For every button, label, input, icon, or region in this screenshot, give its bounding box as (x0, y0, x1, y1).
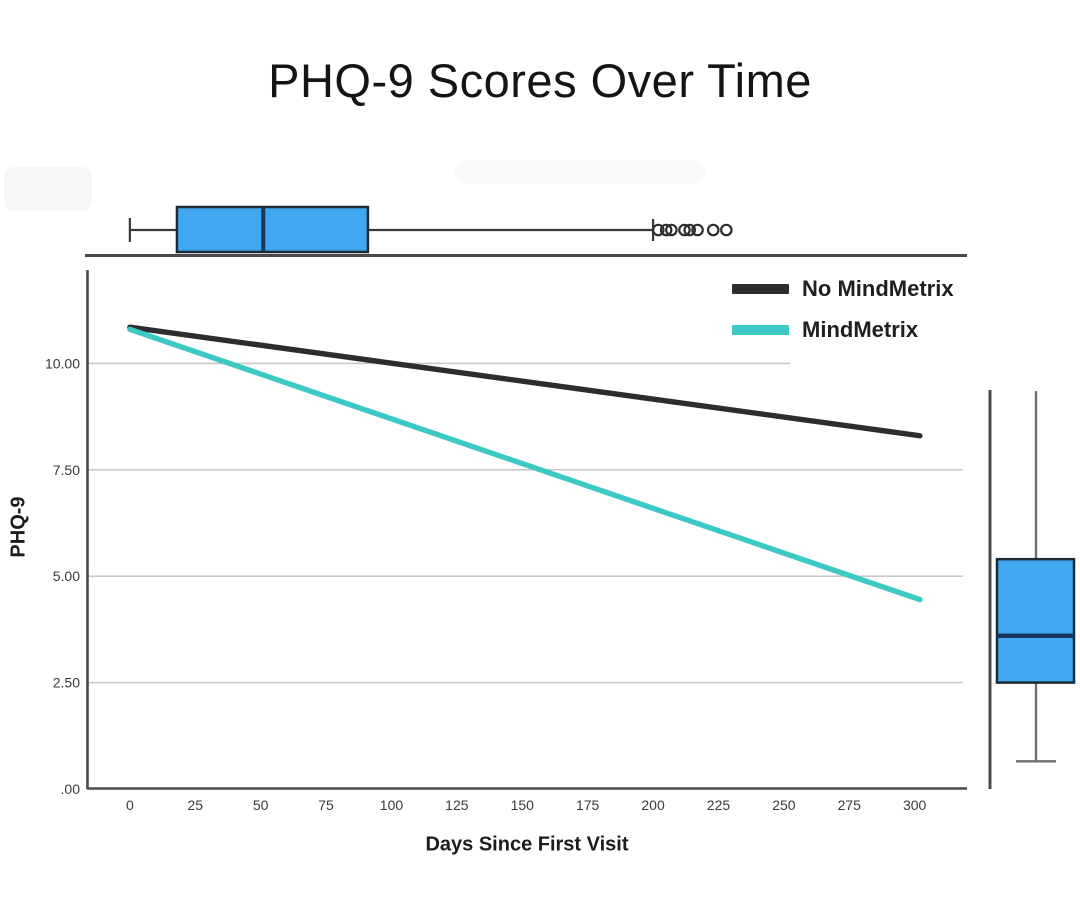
x-tick-label: 125 (445, 797, 469, 813)
top-boxplot-outlier (691, 223, 704, 237)
top-boxplot-outlier (720, 223, 733, 237)
trend-line-no-mindmetrix (127, 324, 923, 439)
legend-swatch-no-mindmetrix (732, 284, 789, 294)
x-tick-label: 225 (707, 797, 731, 813)
top-boxplot-outlier (652, 223, 665, 237)
x-tick-label: 250 (772, 797, 796, 813)
x-tick-label: 200 (641, 797, 665, 813)
x-tick-label: 25 (187, 797, 203, 813)
legend-swatch-mindmetrix (732, 325, 789, 335)
trend-line-mindmetrix (127, 326, 923, 603)
x-tick-label: 175 (576, 797, 600, 813)
right-boxplot-box (995, 557, 1076, 684)
background-artifact-left (4, 167, 92, 211)
x-tick-label: 150 (511, 797, 535, 813)
legend-label-mindmetrix: MindMetrix (802, 317, 919, 342)
legend-item-no-mindmetrix: No MindMetrix (732, 272, 954, 306)
legend: No MindMetrix MindMetrix (732, 272, 954, 347)
x-tick-label: 100 (380, 797, 404, 813)
x-tick-label: 300 (903, 797, 927, 813)
x-tick-label: 275 (838, 797, 862, 813)
y-tick-label: 2.50 (53, 675, 80, 691)
chart-title: PHQ-9 Scores Over Time (268, 54, 812, 107)
y-tick-label: .00 (61, 781, 81, 797)
background-artifact-center (455, 160, 705, 184)
x-axis-title: Days Since First Visit (425, 833, 629, 856)
top-boxplot-outlier (683, 223, 696, 237)
top-boxplot-outlier (659, 223, 673, 237)
top-boxplot-outlier (706, 223, 720, 237)
legend-label-no-mindmetrix: No MindMetrix (802, 276, 954, 301)
legend-item-mindmetrix: MindMetrix (732, 313, 954, 347)
top-boxplot-box (175, 205, 370, 254)
y-tick-label: 5.00 (53, 568, 80, 584)
y-tick-label: 7.50 (53, 462, 80, 478)
y-axis-title: PHQ-9 (7, 496, 30, 558)
x-tick-label: 0 (126, 797, 134, 813)
top-boxplot-outlier (678, 223, 691, 237)
top-boxplot-outlier (665, 223, 678, 237)
x-tick-label: 75 (318, 797, 334, 813)
y-tick-label: 10.00 (45, 355, 80, 371)
x-tick-label: 50 (253, 797, 269, 813)
